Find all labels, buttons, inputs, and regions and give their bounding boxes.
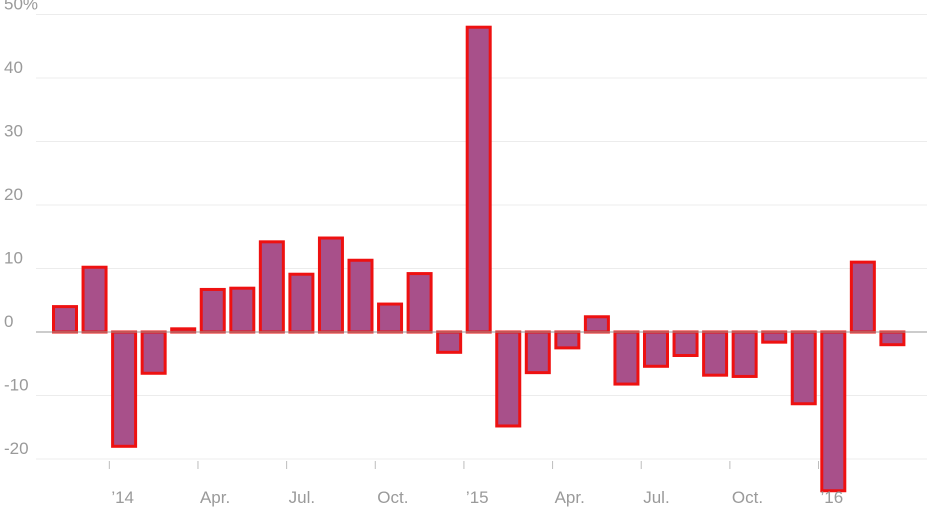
x-axis: ’14 Apr. Jul. Oct. ’15 Apr. Jul. Oct. ’16: [36, 331, 927, 507]
x-tick-label: ’16: [821, 488, 844, 507]
x-tick-label: Oct.: [732, 488, 763, 507]
bar-dec-2015: [790, 330, 817, 406]
y-tick-label: -20: [4, 439, 29, 458]
bar-apr-2015: [554, 330, 581, 350]
x-tick-label: Apr.: [200, 488, 230, 507]
bar-nov-2014: [406, 272, 433, 334]
y-tick-label: 30: [4, 122, 23, 141]
bar-nov-2015: [761, 330, 788, 344]
bar-mar-2015: [524, 330, 551, 375]
bar-may-2015: [583, 315, 610, 334]
bar-jul-2014: [288, 272, 315, 334]
bars: [52, 25, 906, 493]
x-tick-label: Jul.: [289, 488, 315, 507]
x-tick-label: Oct.: [377, 488, 408, 507]
bar-jan-2016: [820, 330, 847, 493]
y-tick-label: 0: [4, 312, 13, 331]
bar-nov-2013: [52, 305, 78, 334]
bar-dec-2013: [81, 265, 108, 334]
x-tick-label: ’15: [466, 488, 489, 507]
bar-may-2014: [229, 286, 256, 334]
y-tick-label: 10: [4, 249, 23, 268]
x-tick-label: ’14: [111, 488, 134, 507]
bar-sep-2015: [702, 330, 729, 377]
bar-jan-2015: [465, 25, 492, 334]
bar-sep-2014: [347, 258, 374, 334]
bar-mar-2016: [879, 330, 906, 347]
y-tick-label: -10: [4, 376, 29, 395]
y-tick-label: 50%: [4, 0, 38, 14]
y-tick-label: 20: [4, 185, 23, 204]
bar-aug-2015: [672, 330, 699, 357]
x-tick-label: Jul.: [643, 488, 669, 507]
bar-jun-2014: [258, 240, 285, 334]
bar-jun-2015: [613, 330, 640, 386]
bar-jan-2014: [111, 330, 138, 448]
x-tick-label: Apr.: [555, 488, 585, 507]
bar-apr-2014: [199, 287, 226, 334]
bar-feb-2014: [140, 330, 167, 375]
bar-oct-2015: [731, 330, 758, 378]
bar-dec-2014: [436, 330, 463, 354]
y-tick-label: 40: [4, 58, 23, 77]
bar-feb-2015: [495, 330, 522, 428]
bar-aug-2014: [317, 236, 344, 334]
bar-feb-2016: [849, 260, 876, 334]
bar-jul-2015: [643, 330, 669, 368]
y-axis: -20 -10 0 10 20 30 40 50%: [4, 0, 38, 458]
bar-oct-2014: [377, 302, 404, 334]
